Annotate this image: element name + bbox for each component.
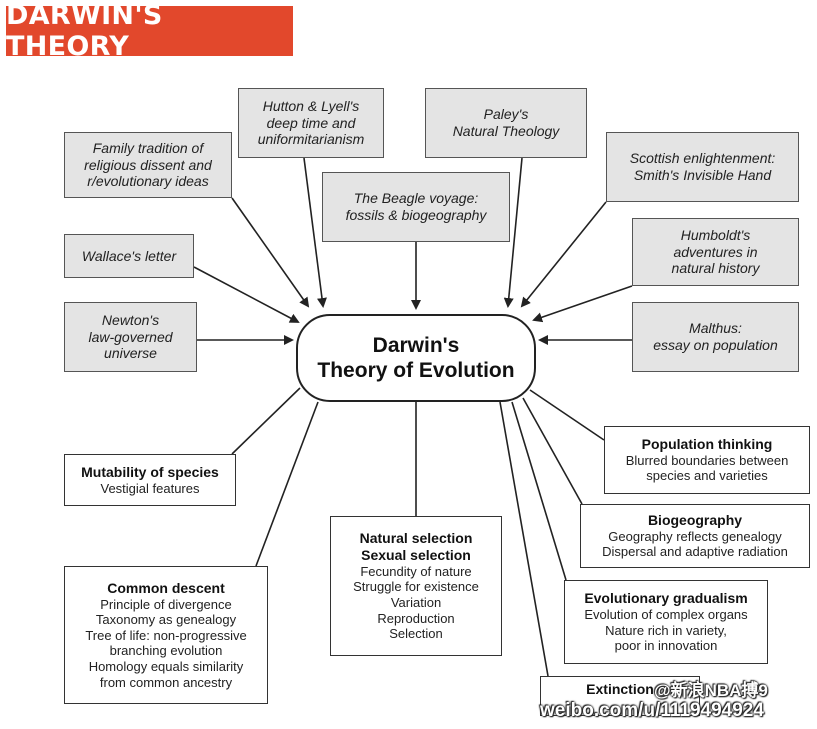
arrow-wallace xyxy=(193,266,300,323)
outcome-population-thinking: Population thinking Blurred boundaries b… xyxy=(604,426,810,494)
line-gradualism xyxy=(511,401,567,581)
outcome-extinction: Extinction xyxy=(540,676,700,716)
influence-paley: Paley's Natural Theology xyxy=(425,88,587,158)
arrow-scottish xyxy=(520,201,607,308)
influence-beagle-voyage: The Beagle voyage: fossils & biogeography xyxy=(322,172,510,242)
center-line-2: Theory of Evolution xyxy=(317,359,515,382)
arrow-hutton xyxy=(303,157,327,308)
arrow-humboldt xyxy=(532,285,633,323)
watermark-url: weibo.com/u/1119494924 xyxy=(540,700,764,721)
influence-scottish-enlightenment: Scottish enlightenment: Smith's Invisible… xyxy=(606,132,799,202)
outcome-mutability-of-species: Mutability of species Vestigial features xyxy=(64,454,236,506)
line-extinction xyxy=(499,401,549,677)
influence-hutton-lyell: Hutton & Lyell's deep time and uniformitar… xyxy=(238,88,384,158)
arrow-family xyxy=(231,197,310,308)
line-common-descent xyxy=(255,401,319,567)
outcome-evolutionary-gradualism: Evolutionary gradualism Evolution of com… xyxy=(564,580,768,664)
line-mutability xyxy=(231,387,301,455)
watermark-handle: @新浪NBA搏9 xyxy=(654,681,768,700)
outcome-biogeography: Biogeography Geography reflects genealog… xyxy=(580,504,810,568)
outcome-natural-selection: Natural selection Sexual selection Fecun… xyxy=(330,516,502,656)
influence-newton: Newton's law-governed universe xyxy=(64,302,197,372)
arrow-paley xyxy=(503,157,523,308)
line-population xyxy=(529,389,605,441)
influence-family-tradition: Family tradition of religious dissent and… xyxy=(64,132,232,198)
central-theory-node: Darwin's Theory of Evolution xyxy=(296,314,536,402)
influence-humboldt: Humboldt's adventures in natural history xyxy=(632,218,799,286)
influence-wallace-letter: Wallace's letter xyxy=(64,234,194,278)
line-biogeography xyxy=(522,397,583,505)
outcome-common-descent: Common descent Principle of divergence T… xyxy=(64,566,268,704)
influence-malthus: Malthus: essay on population xyxy=(632,302,799,372)
page-title: DARWIN'S THEORY xyxy=(6,0,293,62)
center-line-1: Darwin's xyxy=(372,333,460,357)
